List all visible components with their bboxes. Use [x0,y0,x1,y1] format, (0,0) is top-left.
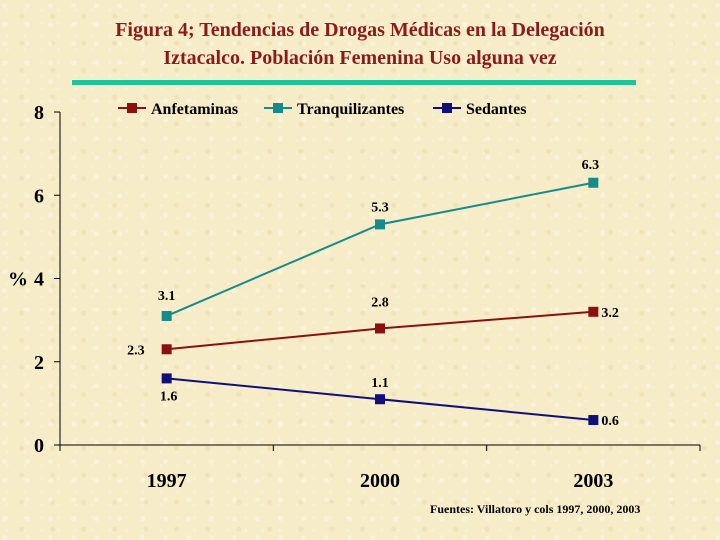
chart-title-line-2: Iztacalco. Población Femenina Uso alguna… [163,47,557,69]
chart-title-line-1: Figura 4; Tendencias de Drogas Médicas e… [115,19,605,41]
y-tick-label-0: 0 [34,435,44,457]
data-point-sedantes-2000 [375,394,385,405]
legend-label-tranquilizantes: Tranquilizantes [297,101,404,118]
y-tick-label-6: 6 [34,185,44,207]
data-point-anfetaminas-1997 [161,344,172,355]
data-point-sedantes-2003 [588,415,599,426]
chart-title: Figura 4; Tendencias de Drogas Médicas e… [0,16,720,72]
data-label-sedantes-1997: 1.6 [160,389,178,404]
legend-marker-anfetaminas [127,103,137,113]
x-tick-label-2000: 2000 [360,470,400,492]
data-point-anfetaminas-2003 [588,306,599,317]
y-axis-label: % [8,269,28,291]
data-label-tranquilizantes-1997: 3.1 [158,289,176,304]
y-tick-label-2: 2 [34,352,44,374]
x-tick-label-2003: 2003 [573,470,613,492]
data-point-tranquilizantes-1997 [161,310,172,321]
data-label-tranquilizantes-2000: 5.3 [371,200,389,215]
y-tick-label-4: 4 [34,269,44,291]
data-point-tranquilizantes-2003 [588,177,599,188]
data-point-tranquilizantes-2000 [375,219,385,230]
data-point-anfetaminas-2000 [375,323,385,334]
title-underline [72,80,636,85]
legend-label-sedantes: Sedantes [466,101,526,118]
data-label-anfetaminas-2003: 3.2 [601,306,619,321]
data-label-tranquilizantes-2003: 6.3 [582,158,600,173]
x-tick-label-1997: 1997 [147,470,187,492]
data-label-anfetaminas-1997: 2.3 [127,343,145,358]
data-label-anfetaminas-2000: 2.8 [371,295,389,310]
data-point-sedantes-1997 [161,373,172,384]
legend-marker-tranquilizantes [273,103,283,113]
data-label-sedantes-2000: 1.1 [371,376,389,391]
data-label-sedantes-2003: 0.6 [601,414,619,429]
legend-marker-sedantes [442,103,452,113]
source-note: Fuentes: Villatoro y cols 1997, 2000, 20… [430,502,641,516]
legend-label-anfetaminas: Anfetaminas [151,101,238,118]
y-tick-label-8: 8 [34,102,44,124]
